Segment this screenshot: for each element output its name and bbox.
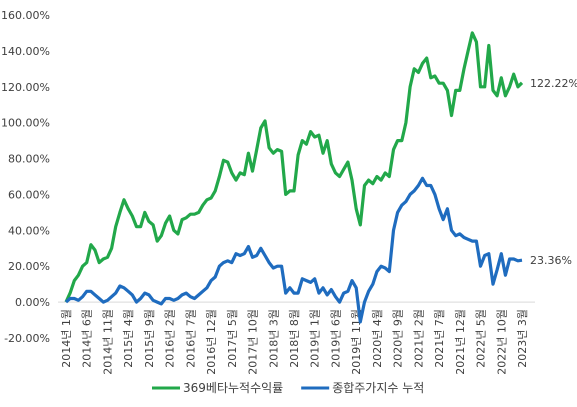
y-tick-label: -20.00% (4, 332, 50, 345)
x-tick-label: 2016년 2월 (164, 309, 177, 368)
x-tick-label: 2014년 6월 (81, 309, 94, 368)
x-tick-label: 2016년 7월 (184, 309, 197, 368)
x-tick-label: 2020년 4월 (371, 309, 384, 368)
x-tick-label: 2021년 2월 (412, 309, 425, 368)
y-tick-label: 0.00% (15, 296, 50, 309)
x-tick-label: 2017년 5월 (226, 309, 239, 368)
x-tick-label: 2016년 12월 (205, 309, 218, 375)
x-tick-label: 2014년 1월 (60, 309, 73, 368)
x-tick-label: 2019년 11월 (350, 309, 363, 375)
y-tick-label: 140.00% (1, 45, 50, 58)
data-label: 122.22% (530, 77, 577, 90)
x-tick-label: 2022년 10월 (495, 309, 508, 375)
x-tick-label: 2023년 3월 (516, 309, 529, 368)
y-tick-label: 40.00% (8, 224, 50, 237)
x-tick-label: 2015년 4월 (122, 309, 135, 368)
y-tick-label: 60.00% (8, 188, 50, 201)
y-tick-label: 80.00% (8, 153, 50, 166)
x-tick-label: 2019년 1월 (309, 309, 322, 368)
x-tick-label: 2018년 3월 (267, 309, 280, 368)
y-tick-label: 20.00% (8, 260, 50, 273)
y-tick-label: 160.00% (1, 9, 50, 22)
legend-label: 369베타누적수익률 (183, 381, 283, 395)
x-tick-label: 2022년 5월 (475, 309, 488, 368)
x-tick-label: 2015년 9월 (143, 309, 156, 368)
data-label: 23.36% (530, 254, 572, 267)
x-tick-label: 2019년 6월 (329, 309, 342, 368)
x-tick-label: 2018년 8월 (288, 309, 301, 368)
y-tick-label: 120.00% (1, 81, 50, 94)
series-line (64, 31, 524, 303)
x-tick-label: 2021년 7월 (433, 309, 446, 368)
series-line (64, 176, 523, 324)
y-tick-label: 100.00% (1, 117, 50, 130)
x-tick-label: 2014년 11월 (101, 309, 114, 375)
legend-label: 종합주가지수 누적 (332, 381, 424, 395)
x-tick-label: 2020년 9월 (392, 309, 405, 368)
x-tick-label: 2021년 12월 (454, 309, 467, 375)
x-tick-label: 2017년 10월 (247, 309, 260, 375)
